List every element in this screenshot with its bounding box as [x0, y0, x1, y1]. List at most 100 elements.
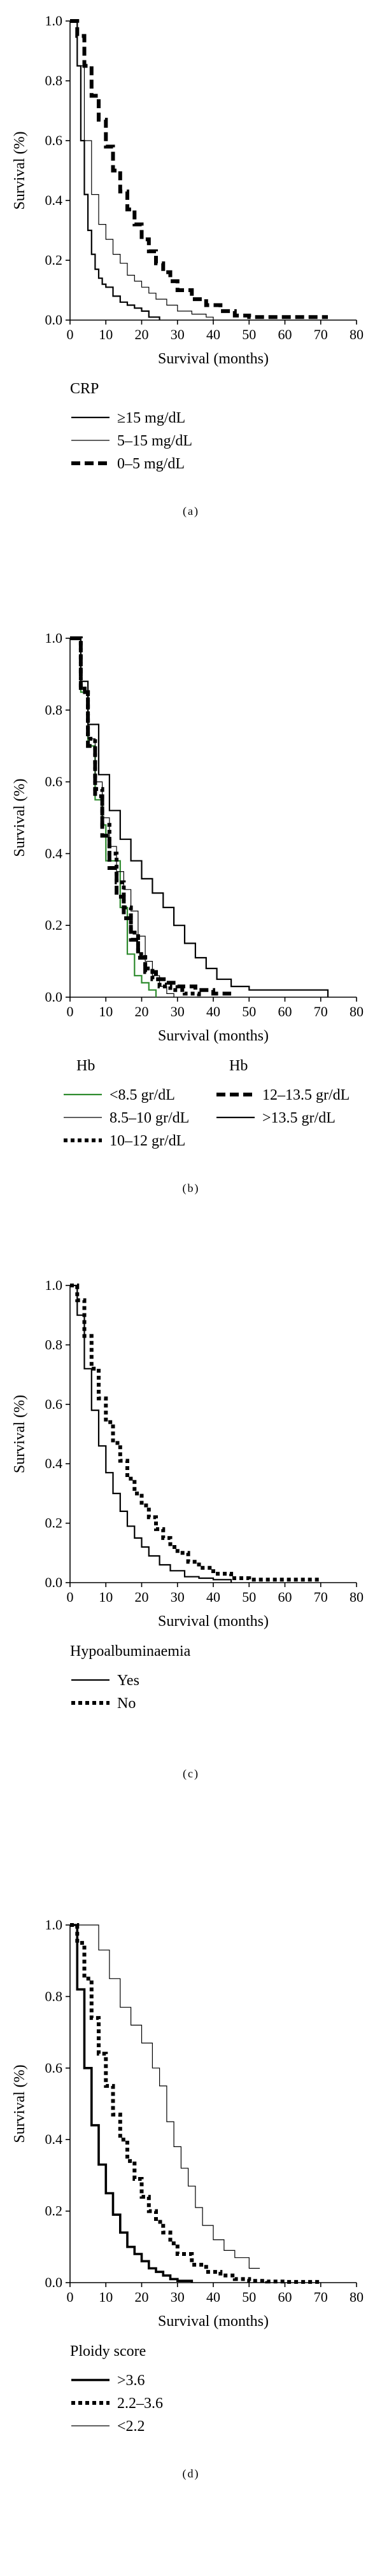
series-line-0 — [70, 1284, 232, 1583]
series-line-1 — [70, 1284, 321, 1582]
y-tick-label: 0.4 — [45, 2131, 63, 2147]
x-tick-label: 30 — [171, 1004, 185, 1019]
x-tick-label: 10 — [99, 326, 113, 342]
y-tick-label: 0.6 — [45, 2060, 63, 2076]
y-tick-label: 1.0 — [45, 630, 63, 646]
x-tick-label: 70 — [314, 1004, 328, 1019]
legend-label: 10–12 gr/dL — [110, 1133, 185, 1149]
y-tick-label: 0.8 — [45, 73, 63, 88]
legend-label: Yes — [117, 1672, 139, 1689]
x-tick-label: 0 — [67, 2289, 74, 2305]
y-tick-label: 0.0 — [45, 989, 63, 1005]
y-tick-label: 0.2 — [45, 2203, 63, 2219]
panel-label: (b) — [183, 1182, 200, 1195]
x-tick-label: 20 — [135, 1589, 149, 1605]
x-tick-label: 0 — [67, 1589, 74, 1605]
chart-panel-d: 0 10 20 30 40 50 60 70 80 0.0 0.2 0.4 0.6 0.8 1.0 Survi… — [11, 1917, 364, 2481]
series-line-0 — [70, 1924, 194, 2283]
chart-panel-b: 0 10 20 30 40 50 60 70 80 0.0 0.2 0.4 0.6 0.8 1.0 Survi… — [11, 630, 364, 1195]
x-tick-label: 50 — [242, 326, 256, 342]
x-tick-label: 30 — [171, 1589, 185, 1605]
y-tick-label: 0.4 — [45, 845, 63, 861]
x-tick-label: 80 — [350, 326, 364, 342]
x-tick-label: 20 — [135, 2289, 149, 2305]
y-axis-title: Survival (%) — [11, 778, 28, 857]
y-tick-label: 0.2 — [45, 252, 63, 268]
legend-title: Hypoalbuminaemia — [70, 1643, 191, 1660]
panel-label: (a) — [183, 505, 199, 518]
legend-label: >3.6 — [117, 2372, 145, 2389]
y-tick-label: 0.4 — [45, 192, 63, 208]
x-tick-label: 20 — [135, 1004, 149, 1019]
y-tick-label: 0.4 — [45, 1455, 63, 1471]
x-tick-label: 60 — [278, 2289, 292, 2305]
panel-label: (c) — [183, 1767, 199, 1781]
x-tick-label: 80 — [350, 2289, 364, 2305]
legend-label: 2.2–3.6 — [117, 2395, 163, 2412]
y-axis-title: Survival (%) — [11, 1395, 28, 1473]
x-tick-label: 40 — [206, 1589, 220, 1605]
x-tick-label: 50 — [242, 2289, 256, 2305]
legend-label: >13.5 gr/dL — [262, 1110, 336, 1126]
y-tick-label: 1.0 — [45, 1277, 63, 1293]
panel-label: (d) — [183, 2467, 200, 2481]
chart-panel-a: 0 10 20 30 40 50 60 70 80 0.0 0.2 0.4 0.6 0.8 1.0 Survi… — [11, 13, 364, 518]
x-tick-label: 70 — [314, 2289, 328, 2305]
x-tick-label: 40 — [206, 326, 220, 342]
series-line-2 — [70, 19, 328, 319]
legend-label: ≥15 mg/dL — [117, 410, 185, 426]
x-tick-label: 60 — [278, 326, 292, 342]
chart-panel-c: 0 10 20 30 40 50 60 70 80 0.0 0.2 0.4 0.6 0.8 1.0 Survi… — [11, 1277, 364, 1781]
x-tick-label: 10 — [99, 1004, 113, 1019]
x-axis-title: Survival (months) — [158, 1613, 269, 1630]
y-tick-label: 0.8 — [45, 1988, 63, 2004]
legend-title-right: Hb — [229, 1058, 248, 1074]
series-line-2 — [70, 636, 201, 997]
series-line-0 — [70, 637, 157, 997]
legend-title: CRP — [70, 381, 99, 397]
x-tick-label: 10 — [99, 1589, 113, 1605]
x-axis-title: Survival (months) — [158, 2313, 269, 2330]
legend-label: <8.5 gr/dL — [110, 1087, 175, 1103]
legend-title: Ploidy score — [70, 2343, 146, 2360]
series-line-1 — [70, 1923, 321, 2284]
x-tick-label: 40 — [206, 2289, 220, 2305]
series-line-0 — [70, 20, 160, 320]
x-tick-label: 0 — [67, 326, 74, 342]
y-axis-title: Survival (%) — [11, 2064, 28, 2143]
legend-label: No — [117, 1695, 136, 1712]
y-tick-label: 0.0 — [45, 1574, 63, 1590]
x-tick-label: 40 — [206, 1004, 220, 1019]
legend-label: 8.5–10 gr/dL — [110, 1110, 189, 1126]
legend-label: 0–5 mg/dL — [117, 456, 185, 472]
series-line-2 — [70, 1924, 260, 2269]
y-tick-label: 0.2 — [45, 917, 63, 933]
x-tick-label: 50 — [242, 1589, 256, 1605]
legend-label: 5–15 mg/dL — [117, 433, 192, 449]
legend-label: 12–13.5 gr/dL — [262, 1087, 350, 1103]
x-tick-label: 80 — [350, 1589, 364, 1605]
x-tick-label: 50 — [242, 1004, 256, 1019]
y-tick-label: 0.8 — [45, 702, 63, 718]
series-line-4 — [70, 637, 329, 997]
y-tick-label: 1.0 — [45, 1917, 63, 1933]
x-tick-label: 30 — [171, 2289, 185, 2305]
x-axis-title: Survival (months) — [158, 351, 269, 367]
x-tick-label: 70 — [314, 1589, 328, 1605]
y-tick-label: 0.8 — [45, 1336, 63, 1352]
legend-label: <2.2 — [117, 2418, 145, 2435]
x-tick-label: 30 — [171, 326, 185, 342]
x-tick-label: 10 — [99, 2289, 113, 2305]
x-tick-label: 20 — [135, 326, 149, 342]
y-tick-label: 0.0 — [45, 2274, 63, 2290]
y-tick-label: 1.0 — [45, 13, 63, 29]
x-tick-label: 0 — [67, 1004, 74, 1019]
x-tick-label: 70 — [314, 326, 328, 342]
series-line-3 — [70, 636, 232, 996]
y-tick-label: 0.6 — [45, 132, 63, 148]
y-tick-label: 0.2 — [45, 1515, 63, 1531]
y-tick-label: 0.6 — [45, 1396, 63, 1412]
y-tick-label: 0.6 — [45, 774, 63, 790]
x-axis-title: Survival (months) — [158, 1028, 269, 1044]
